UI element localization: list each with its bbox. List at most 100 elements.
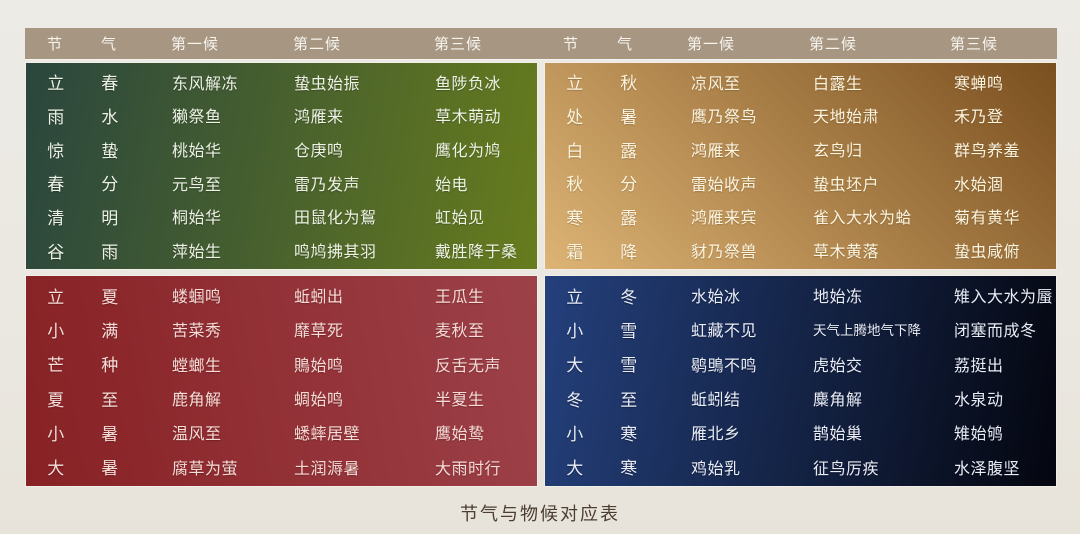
cell-solar-term-char1: 大 <box>47 459 65 479</box>
table-row: 立 秋 凉风至 白露生 寒蝉鸣 <box>545 69 1056 94</box>
table-row: 芒 种 螳螂生 鵙始鸣 反舌无声 <box>26 351 537 376</box>
table-row: 秋 分 雷始收声 蛰虫坯户 水始涸 <box>545 170 1056 195</box>
column-header-phase1: 第一候 <box>687 36 736 53</box>
cell-phase2: 麋角解 <box>813 392 863 410</box>
cell-solar-term-char2: 冬 <box>620 287 638 307</box>
cell-phase2: 天气上腾地气下降 <box>813 323 921 339</box>
cell-phase2: 蛰虫坯户 <box>813 176 880 194</box>
cell-solar-term-char1: 小 <box>47 424 65 444</box>
cell-solar-term-char1: 芒 <box>47 356 65 376</box>
cell-phase1: 獭祭鱼 <box>172 109 222 127</box>
cell-solar-term-char1: 白 <box>566 141 584 161</box>
cell-phase2: 玄鸟归 <box>813 143 863 161</box>
cell-phase3: 草木萌动 <box>435 109 502 127</box>
cell-phase2: 土润溽暑 <box>294 460 361 478</box>
cell-phase3: 麦秋至 <box>435 323 485 341</box>
cell-phase2: 蜩始鸣 <box>294 392 344 410</box>
cell-solar-term-char1: 立 <box>47 287 65 307</box>
cell-solar-term-char2: 分 <box>620 175 638 195</box>
table-row: 惊 蛰 桃始华 仓庚鸣 鹰化为鸠 <box>26 137 537 162</box>
cell-solar-term-char2: 降 <box>620 242 638 262</box>
cell-phase1: 鸡始乳 <box>691 460 741 478</box>
table-row: 小 雪 虹藏不见 天气上腾地气下降 闭塞而成冬 <box>545 317 1056 342</box>
table-row: 谷 雨 萍始生 鸣鸠拂其羽 戴胜降于桑 <box>26 238 537 263</box>
table-header-bar: 节 气 第一候 第二候 第三候 节 气 第一候 第二候 第三候 <box>25 28 1057 59</box>
cell-phase3: 闭塞而成冬 <box>954 323 1037 341</box>
cell-phase2: 蚯蚓出 <box>294 289 344 307</box>
cell-phase1: 雷始收声 <box>691 176 758 194</box>
cell-solar-term-char1: 春 <box>47 175 65 195</box>
cell-phase3: 戴胜降于桑 <box>435 244 518 262</box>
cell-solar-term-char1: 立 <box>566 74 584 94</box>
cell-phase2: 田鼠化为鴽 <box>294 210 377 228</box>
cell-phase2: 征鸟厉疾 <box>813 460 880 478</box>
quadrant-grid: 立春东风解冻 蛰虫始振 鱼陟负冰雨水獭祭鱼 鸿雁来 草木萌动惊蛰桃始华 仓庚鸣 鹰化为鸠春分… <box>25 62 1057 487</box>
cell-phase1: 雁北乡 <box>691 426 741 444</box>
cell-phase2: 蟋蟀居壁 <box>294 426 361 444</box>
cell-phase3: 水始涸 <box>954 176 1004 194</box>
cell-solar-term-char2: 雨 <box>101 242 119 262</box>
cell-phase2: 白露生 <box>813 75 863 93</box>
cell-phase1: 鹰乃祭鸟 <box>691 109 758 127</box>
cell-phase3: 半夏生 <box>435 392 485 410</box>
cell-phase1: 虹藏不见 <box>691 323 758 341</box>
table-row: 冬 至 蚯蚓结 麋角解 水泉动 <box>545 386 1056 411</box>
cell-phase2: 仓庚鸣 <box>294 143 344 161</box>
column-header-phase2: 第二候 <box>809 36 858 53</box>
cell-solar-term-char2: 明 <box>101 208 119 228</box>
quadrant-winter: 立冬水始冰 地始冻 雉入大水为蜃小雪虹藏不见 天气上腾地气下降 闭塞而成冬大雪鹖鴠不鸣虎… <box>544 275 1057 487</box>
cell-phase3: 水泽腹坚 <box>954 460 1021 478</box>
solar-terms-table: 节 气 第一候 第二候 第三候 节 气 第一候 第二候 第三候 立春东风解冻 蛰虫… <box>25 28 1057 487</box>
cell-phase1: 萍始生 <box>172 244 222 262</box>
cell-solar-term-char1: 寒 <box>566 208 584 228</box>
cell-solar-term-char2: 至 <box>620 390 638 410</box>
cell-solar-term-char2: 秋 <box>620 74 638 94</box>
cell-solar-term-char2: 分 <box>101 175 119 195</box>
table-row: 立 春 东风解冻 蛰虫始振 鱼陟负冰 <box>26 69 537 94</box>
cell-solar-term-char2: 露 <box>620 141 638 161</box>
cell-phase2: 蛰虫始振 <box>294 75 361 93</box>
cell-phase3: 群鸟养羞 <box>954 143 1021 161</box>
table-row: 霜 降 豺乃祭兽 草木黄落 蛰虫咸俯 <box>545 238 1056 263</box>
table-caption: 节气与物候对应表 <box>460 504 620 524</box>
cell-phase1: 螳螂生 <box>172 357 222 375</box>
table-row: 大 雪 鹖鴠不鸣 虎始交 荔挺出 <box>545 351 1056 376</box>
column-header-qi: 气 <box>616 36 633 53</box>
cell-phase1: 蝼蝈鸣 <box>172 289 222 307</box>
cell-phase3: 王瓜生 <box>435 289 485 307</box>
cell-phase3: 鱼陟负冰 <box>435 75 502 93</box>
table-row: 雨 水 獭祭鱼 鸿雁来 草木萌动 <box>26 103 537 128</box>
column-header-jie: 节 <box>562 36 579 53</box>
table-row: 小 暑 温风至 蟋蟀居壁 鹰始鸷 <box>26 420 537 445</box>
cell-solar-term-char2: 暑 <box>620 107 638 127</box>
cell-phase2: 靡草死 <box>294 323 344 341</box>
cell-solar-term-char1: 小 <box>47 321 65 341</box>
table-row: 立 夏 蝼蝈鸣 蚯蚓出 王瓜生 <box>26 283 537 308</box>
cell-solar-term-char2: 蛰 <box>101 141 119 161</box>
cell-phase3: 鹰始鸷 <box>435 426 485 444</box>
table-row: 清 明 桐始华 田鼠化为鴽 虹始见 <box>26 204 537 229</box>
cell-solar-term-char2: 至 <box>101 390 119 410</box>
cell-phase2: 鸣鸠拂其羽 <box>294 244 377 262</box>
cell-phase3: 蛰虫咸俯 <box>954 244 1021 262</box>
cell-solar-term-char1: 大 <box>566 459 584 479</box>
cell-phase1: 蚯蚓结 <box>691 392 741 410</box>
cell-phase2: 鵙始鸣 <box>294 357 344 375</box>
cell-solar-term-char1: 霜 <box>566 242 584 262</box>
cell-phase3: 反舌无声 <box>435 357 502 375</box>
cell-phase1: 桐始华 <box>172 210 222 228</box>
cell-phase1: 鸿雁来 <box>691 143 741 161</box>
cell-phase1: 鹖鴠不鸣 <box>691 357 758 375</box>
cell-solar-term-char2: 雪 <box>620 321 638 341</box>
cell-solar-term-char2: 雪 <box>620 356 638 376</box>
column-header-jie: 节 <box>46 36 63 53</box>
cell-phase3: 菊有黄华 <box>954 210 1021 228</box>
cell-phase1: 桃始华 <box>172 143 222 161</box>
cell-solar-term-char1: 立 <box>566 287 584 307</box>
quadrant-autumn: 立秋凉风至 白露生 寒蝉鸣处暑鹰乃祭鸟 天地始肃 禾乃登白露鸿雁来 玄鸟归 群鸟养羞秋分雷始… <box>544 62 1057 270</box>
cell-phase3: 水泉动 <box>954 392 1004 410</box>
column-header-phase2: 第二候 <box>293 36 342 53</box>
cell-solar-term-char2: 满 <box>101 321 119 341</box>
cell-solar-term-char1: 秋 <box>566 175 584 195</box>
cell-phase1: 腐草为萤 <box>172 460 239 478</box>
